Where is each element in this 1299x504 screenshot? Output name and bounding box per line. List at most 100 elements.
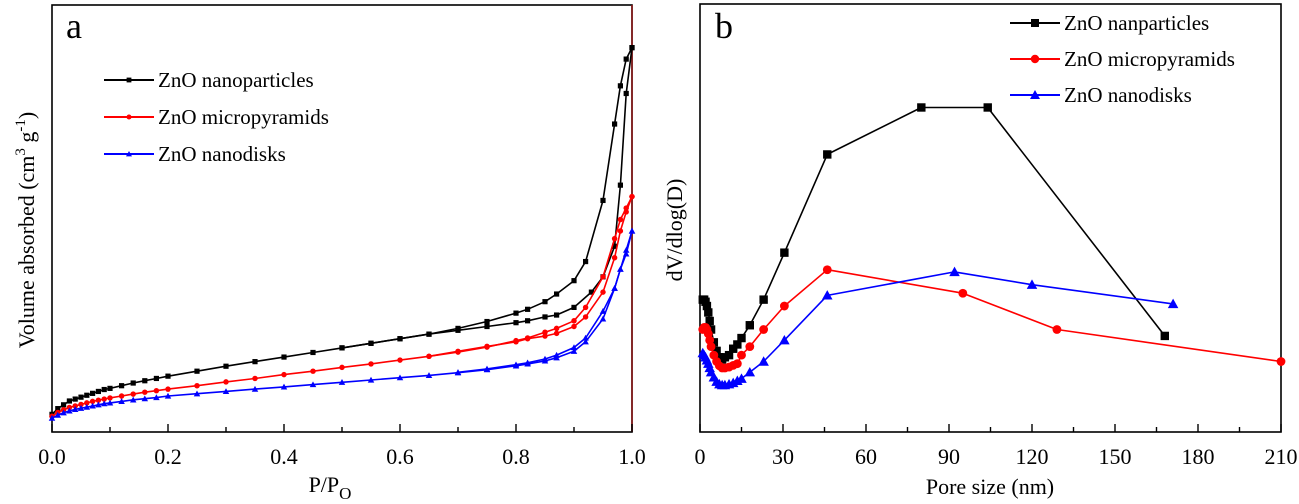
panel-a-y-axis-title-main: Volume absorbed (cm <box>14 156 39 349</box>
data-point <box>600 197 606 204</box>
series-line <box>702 268 1282 369</box>
data-point <box>702 301 712 311</box>
x-tick-label: 210 <box>1265 444 1298 469</box>
data-point <box>622 246 630 253</box>
data-point <box>165 386 171 392</box>
data-point <box>612 121 618 127</box>
data-point <box>164 392 172 399</box>
legend-item: ZnO micropyramids <box>104 105 329 129</box>
data-point <box>66 398 72 404</box>
data-point <box>129 396 137 403</box>
data-point <box>737 333 746 343</box>
data-point <box>118 393 125 399</box>
x-tick-label: 1.0 <box>618 444 646 469</box>
data-point <box>339 364 345 371</box>
data-point <box>623 56 629 62</box>
data-point <box>588 289 594 295</box>
series-line <box>51 230 633 419</box>
data-point <box>822 290 833 300</box>
data-point <box>758 356 769 366</box>
data-point <box>612 243 618 249</box>
legend-marker-triangle <box>126 151 132 157</box>
data-point <box>542 314 548 320</box>
data-point <box>484 343 490 350</box>
data-point <box>583 258 589 265</box>
data-point <box>84 392 90 398</box>
data-point <box>525 318 531 324</box>
data-point <box>629 193 635 200</box>
data-point <box>525 306 531 312</box>
data-point <box>55 406 61 412</box>
data-point <box>1026 279 1038 289</box>
data-point <box>542 333 548 339</box>
data-point <box>541 355 549 362</box>
legend-marker-square <box>1031 19 1039 27</box>
data-point <box>599 315 607 322</box>
legend-label: ZnO nanodisks <box>1064 83 1192 107</box>
data-point <box>553 325 560 332</box>
legend-label: ZnO nanoparticles <box>158 68 314 92</box>
data-point <box>623 90 629 97</box>
data-point <box>622 250 630 257</box>
data-point <box>165 373 171 379</box>
data-point <box>729 344 738 353</box>
data-point <box>484 318 490 325</box>
data-point <box>570 348 578 354</box>
x-tick-label: 0.8 <box>502 444 530 469</box>
legend-item: ZnO nanodisks <box>104 142 286 166</box>
data-point <box>732 359 742 369</box>
data-point <box>780 248 789 257</box>
data-point <box>84 400 90 406</box>
panel-b-x-ticks: 0 30 60 90 120 150 180 210 <box>695 424 1298 469</box>
series-zno-micropyramids <box>49 193 635 419</box>
data-point <box>95 397 102 403</box>
data-point <box>455 348 461 355</box>
data-point <box>582 338 589 345</box>
data-point <box>60 409 67 416</box>
data-point <box>571 323 577 330</box>
data-point <box>310 349 316 356</box>
data-point <box>83 403 91 410</box>
data-point <box>95 401 102 408</box>
data-point <box>745 342 755 352</box>
data-point <box>72 396 78 402</box>
data-point <box>368 340 374 346</box>
data-point <box>582 304 589 311</box>
data-point <box>107 385 113 391</box>
panel-a-legend: ZnO nanoparticles ZnO micropyramids ZnO na… <box>104 68 329 166</box>
data-point <box>524 335 531 342</box>
data-point <box>709 338 719 347</box>
data-point <box>48 414 56 421</box>
data-point <box>617 228 624 234</box>
data-point <box>338 379 346 385</box>
data-point <box>95 388 101 395</box>
series-zno-nanodisks <box>697 266 1179 390</box>
data-point <box>628 227 636 234</box>
data-point <box>949 266 960 277</box>
data-point <box>513 320 519 326</box>
panel-b-x-axis-title: Pore size (nm) <box>926 474 1054 499</box>
x-tick-label: 90 <box>938 444 960 469</box>
panel-a-x-axis-title-sub: O <box>339 484 351 503</box>
data-point <box>553 330 560 337</box>
data-point <box>71 406 79 412</box>
data-point <box>101 396 107 402</box>
data-point <box>309 381 317 388</box>
data-point <box>193 390 201 397</box>
data-point <box>822 265 832 275</box>
legend-item: ZnO nanparticles <box>1010 11 1209 35</box>
data-point <box>66 404 73 411</box>
panel-a-letter: a <box>66 6 82 46</box>
panel-a-y-axis-title-sup1: 3 <box>13 148 29 156</box>
data-point <box>426 353 432 360</box>
data-point <box>554 291 560 297</box>
data-point <box>100 400 108 407</box>
data-point <box>483 365 491 372</box>
data-point <box>310 368 316 374</box>
legend-item: ZnO nanoparticles <box>104 68 314 92</box>
data-point <box>61 402 67 408</box>
data-point <box>1160 331 1169 341</box>
data-point <box>600 274 606 280</box>
series-line <box>702 106 1166 361</box>
data-point <box>425 372 433 378</box>
